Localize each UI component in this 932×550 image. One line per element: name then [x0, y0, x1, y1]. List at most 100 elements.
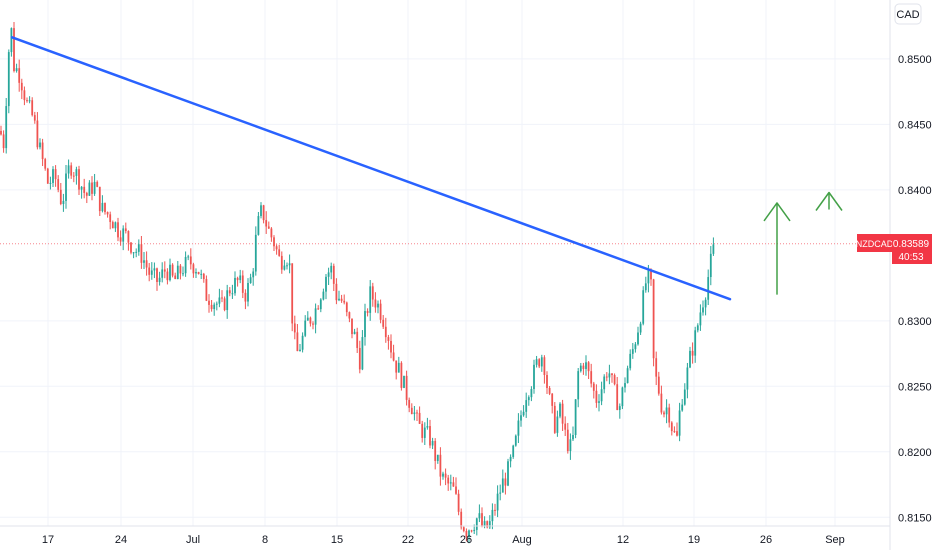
candle-body [208, 300, 210, 305]
x-tick-label: Sep [825, 534, 845, 546]
candle-body [358, 347, 361, 370]
candle-body [527, 397, 530, 401]
candle-body [291, 263, 294, 324]
candle-body [332, 265, 335, 284]
candle-body [676, 431, 678, 436]
candle-body [574, 399, 577, 435]
candle-body [481, 513, 483, 526]
arrow-up-icon[interactable] [763, 202, 791, 295]
candle-body [44, 159, 47, 169]
time-axis[interactable]: 17 24 Jul 8 15 22 26 Aug 12 19 26 Sep [0, 525, 890, 546]
candle-body [491, 509, 494, 522]
candle-body [176, 265, 179, 280]
candle-body [88, 182, 91, 196]
candle-body [488, 521, 491, 528]
candle-body [416, 412, 418, 414]
candle-body [611, 373, 613, 376]
candle-body [304, 320, 307, 336]
candle-body [114, 222, 117, 229]
candle-body [486, 521, 489, 528]
candle-body [478, 513, 481, 519]
candle-body [106, 212, 109, 215]
candle-body [122, 228, 125, 242]
candle-body [85, 192, 88, 196]
candle-body [239, 275, 242, 281]
candle-body [345, 302, 348, 313]
candle-body [348, 312, 351, 319]
candle-body [624, 383, 626, 388]
candle-body [101, 202, 104, 212]
candle-body [660, 393, 663, 413]
trendline[interactable] [10, 36, 732, 301]
candle-body [15, 68, 18, 72]
candle-body [543, 357, 546, 375]
candle-body [395, 360, 398, 373]
candle-body [275, 246, 278, 250]
candle-body [514, 435, 517, 446]
candle-body [546, 374, 548, 389]
candle-body [384, 326, 387, 338]
candle-body [538, 359, 541, 367]
candle-body [257, 216, 260, 235]
x-tick-label: 8 [262, 534, 268, 546]
candle-body [182, 273, 184, 275]
candle-body [312, 323, 314, 325]
candle-body [590, 371, 593, 384]
candle-body [104, 202, 106, 213]
candle-body [205, 279, 208, 301]
candle-body [712, 244, 715, 254]
grid [0, 0, 890, 526]
candle-body [436, 454, 439, 461]
candle-body [117, 222, 119, 238]
candle-body [340, 298, 343, 301]
candle-body [548, 388, 551, 394]
candle-body [429, 426, 431, 446]
candle-body [231, 293, 234, 295]
candle-body [426, 426, 429, 428]
candle-body [153, 268, 156, 271]
candle-body [189, 256, 192, 265]
candle-body [533, 364, 535, 390]
candle-body [202, 273, 205, 280]
candle-body [119, 237, 122, 242]
candle-body [444, 473, 447, 478]
candle-body [215, 303, 218, 305]
candle-body [423, 427, 426, 438]
candle-body [80, 186, 83, 190]
currency-label-box[interactable] [894, 3, 922, 25]
candle-body [442, 473, 444, 477]
arrow-up-icon[interactable] [815, 191, 843, 211]
candle-body [213, 304, 216, 310]
candle-body [600, 389, 603, 402]
candle-body [221, 297, 223, 299]
candle-body [390, 340, 392, 353]
candle-body [379, 303, 382, 320]
candle-body [377, 303, 379, 308]
candle-body [631, 349, 634, 354]
candle-body [665, 407, 668, 415]
candle-body [603, 376, 606, 390]
candle-body [579, 365, 582, 372]
candle-body [278, 249, 281, 256]
candle-body [455, 486, 457, 494]
x-tick-label: 19 [688, 534, 700, 546]
candle-body [561, 403, 564, 424]
candle-body [252, 271, 255, 278]
candle-body [655, 358, 658, 377]
candle-body [296, 332, 299, 352]
candle-body [161, 269, 164, 278]
candle-body [33, 115, 36, 121]
candle-body [616, 384, 619, 410]
candle-body [694, 330, 697, 356]
drawings[interactable] [10, 36, 843, 301]
candle-body [169, 264, 171, 281]
candle-body [192, 264, 195, 274]
candle-body [566, 429, 569, 452]
candle-body [26, 100, 28, 102]
candle-body [642, 290, 645, 324]
candle-body [447, 477, 450, 484]
